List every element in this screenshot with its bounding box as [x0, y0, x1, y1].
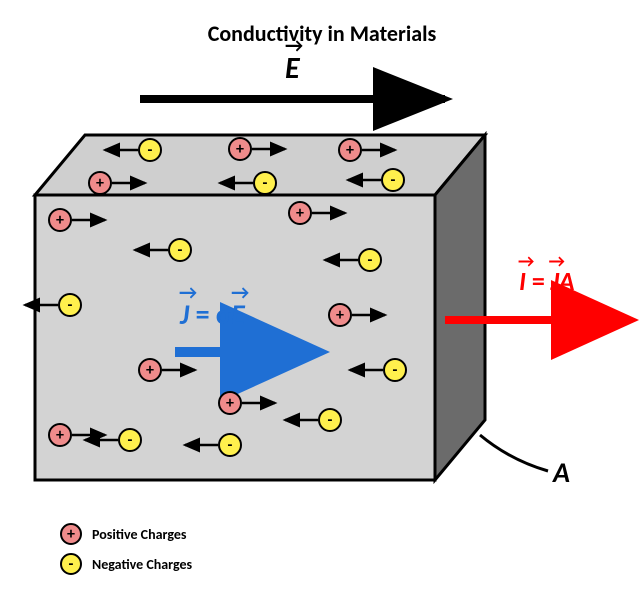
area-pointer	[480, 435, 548, 471]
svg-text:+: +	[146, 361, 154, 380]
legend: + Positive Charges - Negative Charges	[60, 523, 192, 583]
svg-text:-: -	[228, 436, 233, 455]
svg-text:+: +	[346, 141, 354, 160]
svg-text:-: -	[393, 361, 398, 380]
svg-text:+: +	[226, 394, 234, 413]
svg-text:-: -	[391, 171, 396, 190]
legend-positive-label: Positive Charges	[92, 526, 186, 543]
i-equation: →I = →JA	[519, 265, 574, 297]
svg-text:+: +	[296, 204, 304, 223]
minus-icon: -	[60, 553, 82, 575]
svg-text:-: -	[328, 411, 333, 430]
svg-text:-: -	[148, 141, 153, 160]
svg-text:-: -	[368, 251, 373, 270]
svg-text:+: +	[96, 174, 104, 193]
svg-text:-: -	[128, 431, 133, 450]
diagram-canvas: -+++-- +-+--++-+-+--	[0, 0, 644, 601]
svg-text:-: -	[68, 296, 73, 315]
legend-negative: - Negative Charges	[60, 553, 192, 575]
area-label: A	[553, 455, 570, 490]
legend-positive: + Positive Charges	[60, 523, 192, 545]
legend-negative-label: Negative Charges	[92, 556, 192, 573]
svg-text:+: +	[56, 426, 64, 445]
svg-text:+: +	[56, 211, 64, 230]
j-equation: →J = σ→E	[180, 297, 245, 332]
svg-text:+: +	[336, 306, 344, 325]
svg-text:-: -	[263, 174, 268, 193]
e-field-label: →E	[285, 50, 300, 87]
svg-text:+: +	[236, 140, 244, 159]
plus-icon: +	[60, 523, 82, 545]
svg-text:-: -	[178, 241, 183, 260]
